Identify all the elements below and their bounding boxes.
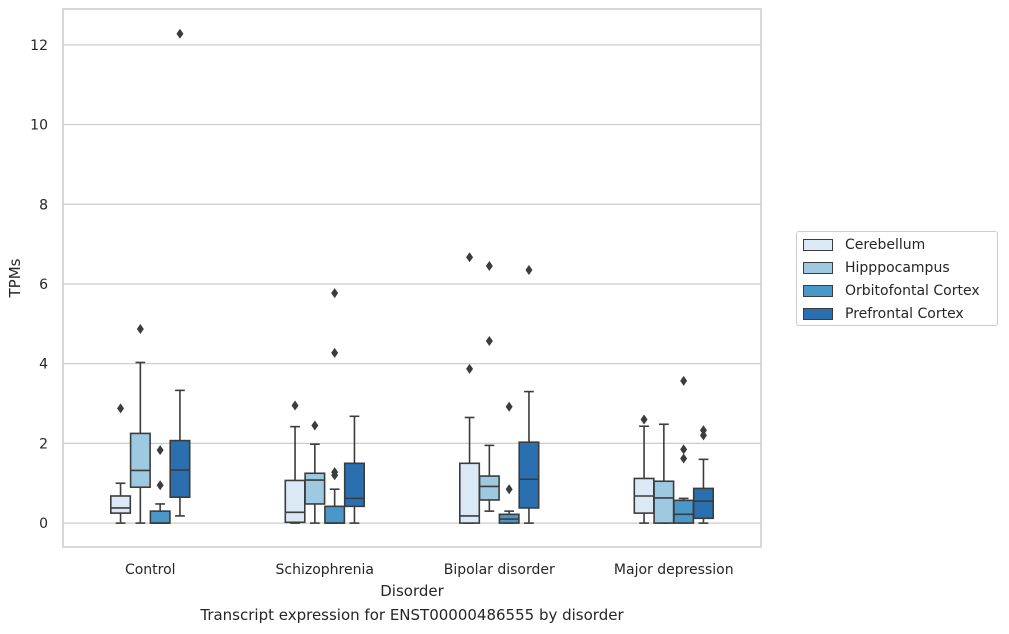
outlier-point xyxy=(311,420,319,431)
boxplot-0-3 xyxy=(633,414,655,524)
outlier-point xyxy=(505,484,513,495)
x-axis-ticks: Control Schizophrenia Bipolar disorder Majo… xyxy=(125,562,734,578)
box xyxy=(110,495,132,514)
outlier-point xyxy=(505,401,513,412)
x-tick-label: Schizophrenia xyxy=(276,562,374,578)
box xyxy=(692,487,715,520)
outlier-point xyxy=(680,444,688,455)
box xyxy=(478,475,500,501)
outlier-point xyxy=(331,288,339,299)
outlier-point xyxy=(640,414,648,425)
outlier-point xyxy=(331,347,339,358)
outlier-point xyxy=(117,403,125,414)
boxplot-2-2 xyxy=(498,401,520,524)
outlier-point xyxy=(680,453,688,464)
legend-item-prefrontal: Prefrontal Cortex xyxy=(803,304,964,324)
boxplot-1-1 xyxy=(304,420,326,524)
boxplots xyxy=(110,28,715,524)
boxplot-3-0 xyxy=(169,28,191,517)
x-tick-label: Bipolar disorder xyxy=(444,562,555,578)
legend-label-cerebellum: Cerebellum xyxy=(845,237,926,253)
boxplot-3-3 xyxy=(692,425,715,524)
gridlines xyxy=(63,44,761,524)
outlier-point xyxy=(136,324,144,335)
outlier-point xyxy=(680,375,688,386)
boxplot-1-0 xyxy=(129,324,151,524)
legend-swatch-orbitofrontal xyxy=(803,285,833,297)
legend-swatch-prefrontal xyxy=(803,308,833,320)
box xyxy=(458,462,481,524)
y-axis-label: TPMs xyxy=(6,258,24,298)
legend-label-prefrontal: Prefrontal Cortex xyxy=(845,306,964,322)
outlier-point xyxy=(156,480,164,491)
box xyxy=(284,479,306,524)
boxplot-0-1 xyxy=(284,400,306,524)
legend: Cerebellum Hipppocampus Orbitofontal Cor… xyxy=(796,231,998,326)
y-tick-label: 2 xyxy=(39,436,48,452)
x-tick-label: Major depression xyxy=(614,562,734,578)
boxplot-2-1 xyxy=(324,288,346,524)
box xyxy=(653,480,675,524)
box xyxy=(343,462,366,508)
boxplot-3-1 xyxy=(343,415,366,524)
y-tick-label: 0 xyxy=(39,516,48,532)
boxplot-1-2 xyxy=(478,261,500,512)
legend-swatch-hippocampus xyxy=(803,262,833,274)
outlier-point xyxy=(466,252,474,263)
box xyxy=(169,439,191,498)
outlier-point xyxy=(525,265,533,276)
outlier-point xyxy=(485,261,493,272)
y-axis-ticks: 0 2 4 6 8 10 12 xyxy=(30,38,48,532)
boxplot-2-0 xyxy=(149,445,171,524)
y-tick-label: 6 xyxy=(39,277,48,293)
y-tick-label: 12 xyxy=(30,38,48,54)
plot-area-frame xyxy=(62,8,762,548)
outlier-point xyxy=(331,467,339,478)
outlier-point xyxy=(699,430,707,441)
box xyxy=(673,499,695,524)
legend-label-orbitofrontal: Orbitofontal Cortex xyxy=(845,283,980,299)
box xyxy=(518,441,540,509)
legend-item-orbitofrontal: Orbitofontal Cortex xyxy=(803,281,980,301)
boxplot-2-3 xyxy=(673,375,695,524)
boxplot-3-2 xyxy=(518,265,540,524)
outlier-point xyxy=(485,335,493,346)
box xyxy=(324,505,346,524)
boxplot-0-2 xyxy=(458,252,481,524)
y-tick-label: 4 xyxy=(39,357,48,373)
box xyxy=(149,510,171,524)
legend-label-hippocampus: Hipppocampus xyxy=(845,260,950,276)
outlier-point xyxy=(156,445,164,456)
boxplot-1-3 xyxy=(653,423,675,524)
outlier-point xyxy=(466,363,474,374)
figure-caption: Transcript expression for ENST0000048655… xyxy=(200,606,624,624)
x-tick-label: Control xyxy=(125,562,176,578)
legend-swatch-cerebellum xyxy=(803,239,833,251)
y-tick-label: 8 xyxy=(39,197,48,213)
outlier-point xyxy=(291,400,299,411)
legend-item-cerebellum: Cerebellum xyxy=(803,235,925,255)
outlier-point xyxy=(699,425,707,436)
boxplot-0-0 xyxy=(110,403,132,524)
box xyxy=(304,472,326,505)
outlier-point xyxy=(176,28,184,39)
y-tick-label: 10 xyxy=(30,118,48,134)
box xyxy=(129,432,151,489)
x-axis-label: Disorder xyxy=(380,582,444,600)
legend-item-hippocampus: Hipppocampus xyxy=(803,258,950,278)
